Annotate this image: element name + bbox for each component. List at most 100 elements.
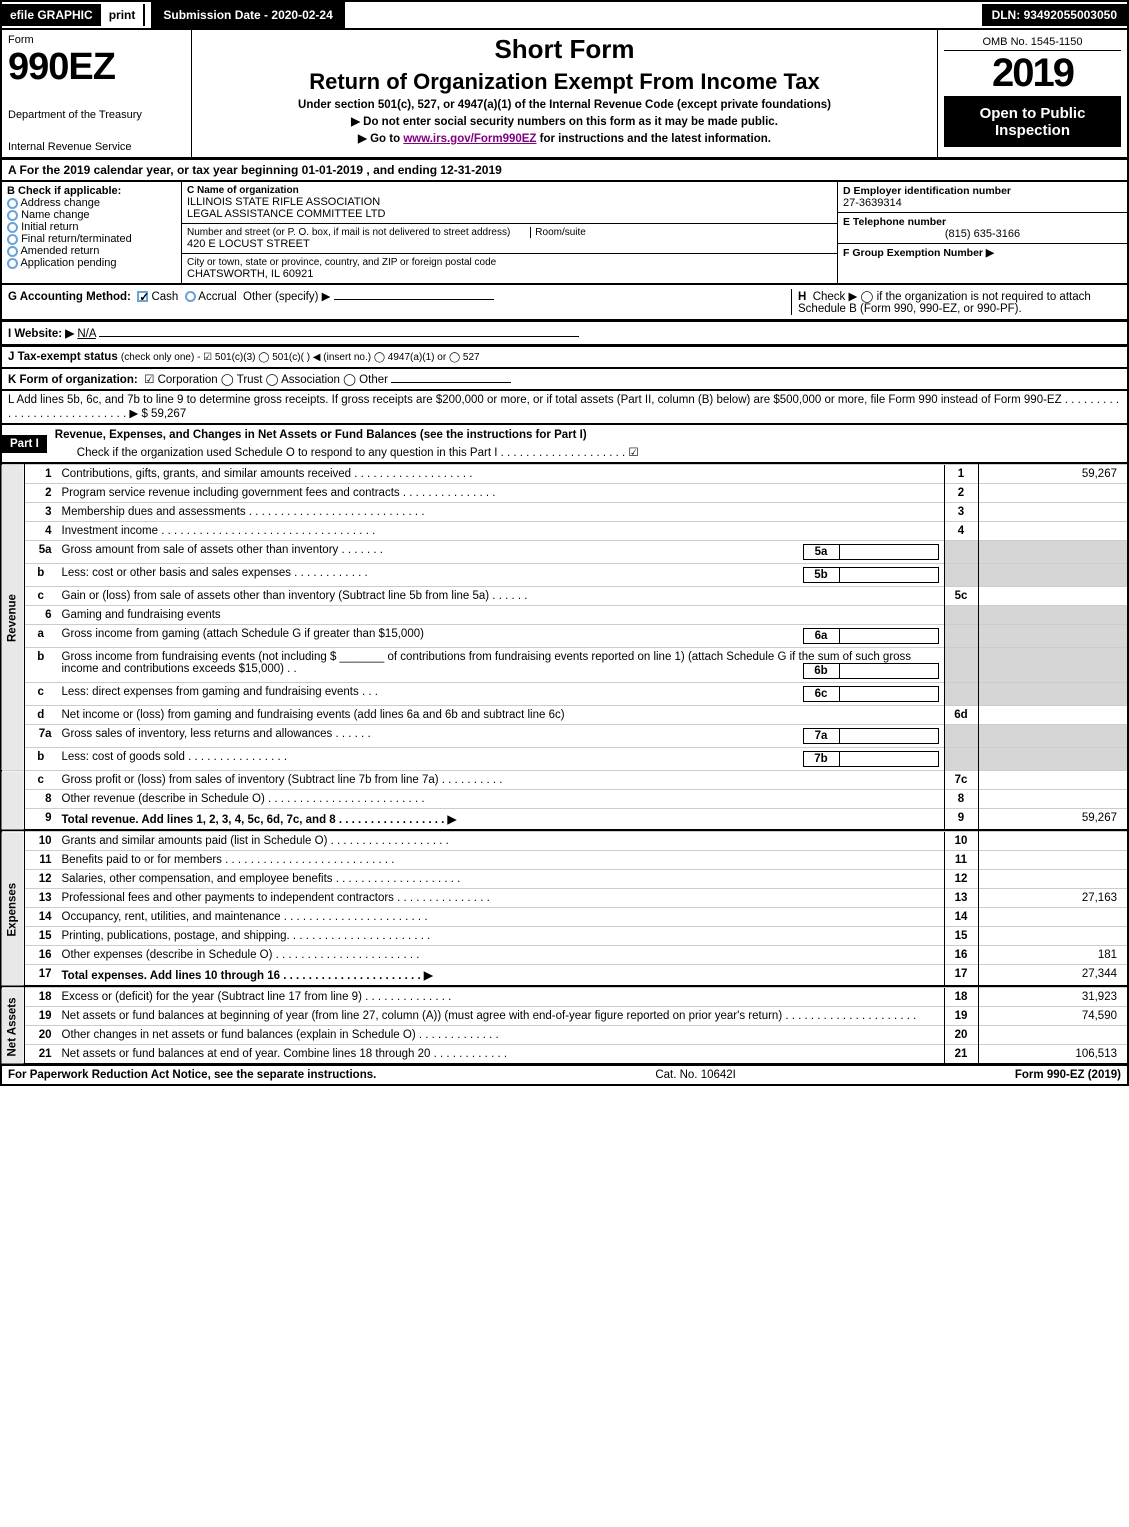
- line-ref: 19: [944, 1007, 978, 1026]
- check-accrual[interactable]: [185, 291, 196, 302]
- line-num: 6: [25, 606, 57, 625]
- line-ref-grey: [944, 725, 978, 748]
- opt-label: Address change: [20, 197, 100, 209]
- line-val: [978, 832, 1128, 851]
- g-other-input[interactable]: [334, 299, 494, 300]
- ein-row: D Employer identification number 27-3639…: [838, 182, 1127, 213]
- line-ref-grey: [944, 564, 978, 587]
- check-amended-return[interactable]: Amended return: [7, 245, 176, 257]
- line-ref: 15: [944, 927, 978, 946]
- line-desc: Total revenue. Add lines 1, 2, 3, 4, 5c,…: [57, 809, 945, 831]
- row-gh: G Accounting Method: Cash Accrual Other …: [0, 285, 1129, 321]
- city-row: City or town, state or province, country…: [182, 254, 837, 283]
- line-7a: 7a Gross sales of inventory, less return…: [1, 725, 1128, 748]
- net-assets-table: Net Assets 18 Excess or (deficit) for th…: [0, 987, 1129, 1065]
- section-a-mid: , and ending: [366, 163, 440, 177]
- city-value: CHATSWORTH, IL 60921: [187, 268, 832, 280]
- line-val: [978, 851, 1128, 870]
- line-desc: Other revenue (describe in Schedule O) .…: [57, 790, 945, 809]
- inner-ref: 5a: [803, 544, 839, 560]
- g-other: Other (specify) ▶: [243, 291, 330, 303]
- line-num: c: [25, 771, 57, 790]
- check-initial-return[interactable]: Initial return: [7, 221, 176, 233]
- line-val: [978, 706, 1128, 725]
- line-desc: Occupancy, rent, utilities, and maintena…: [57, 908, 945, 927]
- line-ref-grey: [944, 541, 978, 564]
- line-num: b: [25, 648, 57, 683]
- inner-val: [839, 686, 939, 702]
- footer-center: Cat. No. 10642I: [655, 1069, 736, 1081]
- line-val: [978, 771, 1128, 790]
- submission-date-label: Submission Date -: [163, 8, 271, 22]
- k-label: K Form of organization:: [8, 374, 138, 386]
- line-num: 2: [25, 484, 57, 503]
- desc-text: Gross sales of inventory, less returns a…: [62, 728, 371, 740]
- inner-ref: 6a: [803, 628, 839, 644]
- line-desc: Excess or (deficit) for the year (Subtra…: [57, 988, 945, 1007]
- check-address-change[interactable]: Address change: [7, 197, 176, 209]
- line-ref: 7c: [944, 771, 978, 790]
- irs-label: Internal Revenue Service: [8, 141, 185, 153]
- line-desc: Less: cost or other basis and sales expe…: [57, 564, 945, 587]
- form-header: Form 990EZ Department of the Treasury In…: [0, 28, 1129, 159]
- line-21: 21 Net assets or fund balances at end of…: [1, 1045, 1128, 1065]
- line-6c: c Less: direct expenses from gaming and …: [1, 683, 1128, 706]
- section-h: H Check ▶ ◯ if the organization is not r…: [791, 289, 1121, 315]
- line-ref: 6d: [944, 706, 978, 725]
- revenue-table: Revenue 1 Contributions, gifts, grants, …: [0, 464, 1129, 831]
- line-ref: 14: [944, 908, 978, 927]
- subtitle-1: Under section 501(c), 527, or 4947(a)(1)…: [198, 99, 931, 111]
- line-val: [978, 1026, 1128, 1045]
- section-c: C Name of organization ILLINOIS STATE RI…: [182, 182, 837, 283]
- line-desc: Gaming and fundraising events: [57, 606, 945, 625]
- inner-ref: 7a: [803, 728, 839, 744]
- line-num: 21: [25, 1045, 57, 1065]
- sidelabel-revenue: Revenue: [1, 465, 25, 771]
- row-k: K Form of organization: ☑ Corporation ◯ …: [0, 369, 1129, 391]
- line-ref-grey: [944, 648, 978, 683]
- part-1-title: Revenue, Expenses, and Changes in Net As…: [47, 425, 1127, 445]
- line-desc: Total expenses. Add lines 10 through 16 …: [57, 965, 945, 987]
- section-a: A For the 2019 calendar year, or tax yea…: [0, 159, 1129, 182]
- line-ref: 9: [944, 809, 978, 831]
- line-desc: Salaries, other compensation, and employ…: [57, 870, 945, 889]
- sidelabel-netassets: Net Assets: [1, 988, 25, 1065]
- line-val: [978, 908, 1128, 927]
- check-application-pending[interactable]: Application pending: [7, 257, 176, 269]
- line-desc: Printing, publications, postage, and shi…: [57, 927, 945, 946]
- check-final-return[interactable]: Final return/terminated: [7, 233, 176, 245]
- check-name-change[interactable]: Name change: [7, 209, 176, 221]
- efile-label: efile GRAPHIC: [2, 4, 101, 26]
- line-num: 4: [25, 522, 57, 541]
- line-num: 1: [25, 465, 57, 484]
- website-line: [99, 336, 579, 337]
- print-button[interactable]: print: [101, 4, 146, 26]
- line-ref: 8: [944, 790, 978, 809]
- tax-year: 2019: [944, 51, 1121, 97]
- line-num: 19: [25, 1007, 57, 1026]
- irs-link[interactable]: www.irs.gov/Form990EZ: [403, 133, 536, 145]
- k-other-line: [391, 382, 511, 383]
- line-num: 14: [25, 908, 57, 927]
- line-num: 5a: [25, 541, 57, 564]
- line-num: 12: [25, 870, 57, 889]
- check-cash[interactable]: [137, 291, 148, 302]
- line-ref-grey: [944, 625, 978, 648]
- street-label: Number and street (or P. O. box, if mail…: [187, 227, 510, 238]
- line-num: 8: [25, 790, 57, 809]
- inner-ref: 5b: [803, 567, 839, 583]
- line-num: 7a: [25, 725, 57, 748]
- tel-row: E Telephone number (815) 635-3166: [838, 213, 1127, 244]
- group-label: F Group Exemption Number ▶: [843, 247, 1122, 259]
- line-ref: 5c: [944, 587, 978, 606]
- sidelabel-blank: [1, 771, 25, 831]
- line-16: 16 Other expenses (describe in Schedule …: [1, 946, 1128, 965]
- opt-label: Application pending: [20, 257, 116, 269]
- line-13: 13 Professional fees and other payments …: [1, 889, 1128, 908]
- line-ref-grey: [944, 748, 978, 771]
- form-number: 990EZ: [8, 46, 185, 89]
- line-desc: Gross profit or (loss) from sales of inv…: [57, 771, 945, 790]
- line-20: 20 Other changes in net assets or fund b…: [1, 1026, 1128, 1045]
- h-text: Check ▶ ◯ if the organization is not req…: [798, 291, 1091, 315]
- line-desc: Gross income from fundraising events (no…: [57, 648, 945, 683]
